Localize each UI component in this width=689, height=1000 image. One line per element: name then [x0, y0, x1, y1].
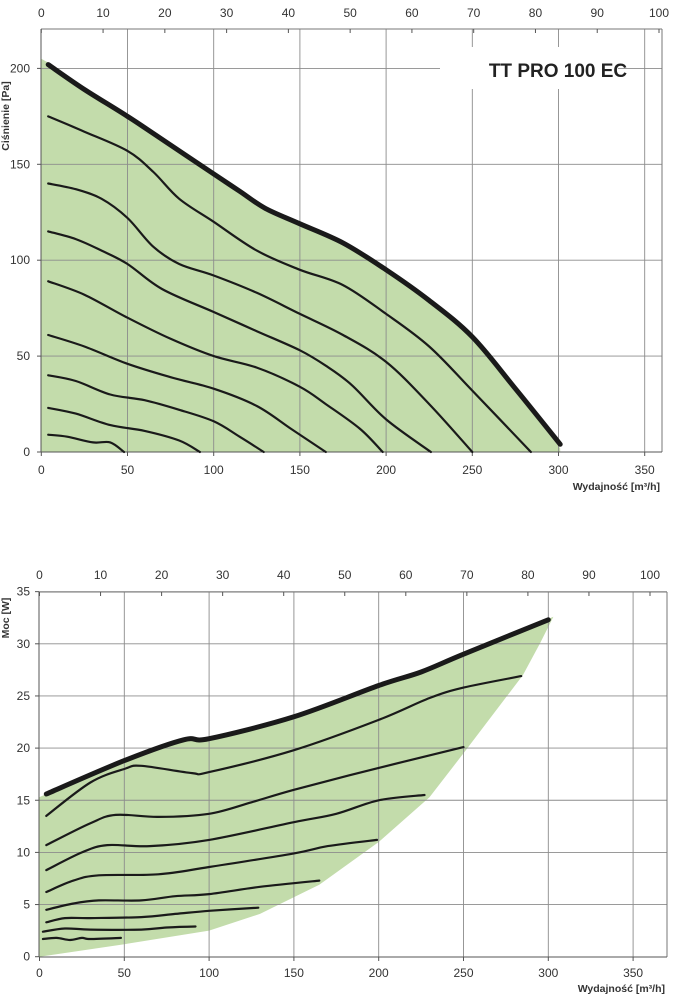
- series-line-curve-9: [41, 936, 122, 942]
- y-tick-label: 20: [17, 741, 31, 755]
- top-axis-tick-label: 0: [38, 6, 45, 20]
- y-tick-label: 150: [10, 157, 30, 171]
- y-tick-label: 35: [17, 585, 31, 599]
- x-tick-label: 300: [548, 463, 568, 477]
- top-axis-tick-label: 10: [96, 6, 110, 20]
- series-line-curve-3: [47, 182, 474, 454]
- series-line-curve-9: [47, 433, 126, 454]
- x-axis-title: Wydajność [m³/h]: [573, 481, 660, 493]
- x-tick-label: 150: [290, 463, 310, 477]
- top-axis-tick-label: 80: [529, 6, 543, 20]
- top-axis-tick-label: 50: [343, 6, 357, 20]
- x-tick-label: 300: [538, 966, 558, 980]
- series-line-curve-3: [45, 746, 465, 847]
- series-line-curve-4: [45, 793, 426, 872]
- top-axis-tick-label: 10: [94, 568, 108, 582]
- x-tick-label: 100: [204, 463, 224, 477]
- x-tick-label: 0: [36, 966, 43, 980]
- top-axis-tick-label: 70: [467, 6, 481, 20]
- x-tick-label: 100: [199, 966, 219, 980]
- top-axis-tick-label: 50: [338, 568, 352, 582]
- top-axis-tick-label: 30: [216, 568, 230, 582]
- top-axis-tick-label: 60: [405, 6, 419, 20]
- series-line-curve-2: [47, 115, 532, 454]
- series-line-curve-4: [47, 230, 432, 454]
- top-axis-tick-label: 0: [36, 568, 43, 582]
- y-tick-label: 15: [17, 793, 31, 807]
- x-tick-label: 50: [118, 966, 132, 980]
- pressure-chart: 0 10 20 30 40 50 60 70 80 90 100 0 50 100 150 200 250 300…: [0, 6, 669, 493]
- x-tick-label: 200: [376, 463, 396, 477]
- operating-area: [41, 58, 561, 453]
- top-axis-tick-label: 20: [158, 6, 172, 20]
- x-axis-title: Wydajność [m³/h]: [578, 983, 665, 995]
- top-axis-tick-label: 60: [399, 568, 413, 582]
- series-line-curve-5: [45, 838, 379, 894]
- y-tick-label: 0: [23, 445, 30, 459]
- y-tick-label: 30: [17, 637, 31, 651]
- x-tick-label: 0: [38, 463, 45, 477]
- y-axis-title: Moc [W]: [0, 598, 12, 639]
- series-line-curve-6: [45, 879, 321, 911]
- series-line-curve-6: [47, 333, 327, 454]
- x-tick-label: 350: [635, 463, 655, 477]
- x-tick-label: 50: [121, 463, 135, 477]
- y-tick-label: 100: [10, 253, 30, 267]
- y-tick-label: 25: [17, 689, 31, 703]
- top-axis-tick-label: 90: [582, 568, 596, 582]
- x-tick-label: 350: [623, 966, 643, 980]
- y-tick-label: 10: [17, 845, 31, 859]
- top-axis-tick-label: 100: [649, 6, 669, 20]
- x-tick-label: 200: [369, 966, 389, 980]
- top-axis-tick-label: 40: [277, 568, 291, 582]
- top-axis-tick-label: 100: [640, 568, 660, 582]
- top-axis-tick-label: 30: [220, 6, 234, 20]
- operating-area: [39, 616, 554, 957]
- series-line-curve-7: [45, 906, 260, 924]
- top-axis-tick-label: 90: [591, 6, 605, 20]
- y-axis-title: Ciśnienie [Pa]: [0, 81, 12, 150]
- series-line-curve-7: [47, 374, 265, 454]
- y-tick-label: 5: [23, 898, 30, 912]
- x-tick-label: 150: [284, 966, 304, 980]
- series-line-curve-5: [47, 280, 384, 454]
- y-tick-label: 0: [23, 950, 30, 964]
- top-axis-tick-label: 70: [460, 568, 474, 582]
- y-tick-label: 50: [17, 349, 31, 363]
- top-axis-tick-label: 20: [155, 568, 169, 582]
- series-line-curve-2: [45, 675, 523, 817]
- series-line-max: [43, 617, 551, 797]
- x-tick-label: 250: [462, 463, 482, 477]
- top-axis-tick-label: 40: [282, 6, 296, 20]
- series-line-curve-8: [41, 925, 197, 933]
- x-tick-label: 250: [453, 966, 473, 980]
- series-line-curve-8: [47, 406, 201, 454]
- series-line-max: [45, 62, 563, 447]
- title-box: [440, 47, 618, 89]
- y-tick-label: 200: [10, 61, 30, 75]
- top-axis-tick-label: 80: [521, 568, 535, 582]
- chart-title: TT PRO 100 EC: [489, 61, 628, 82]
